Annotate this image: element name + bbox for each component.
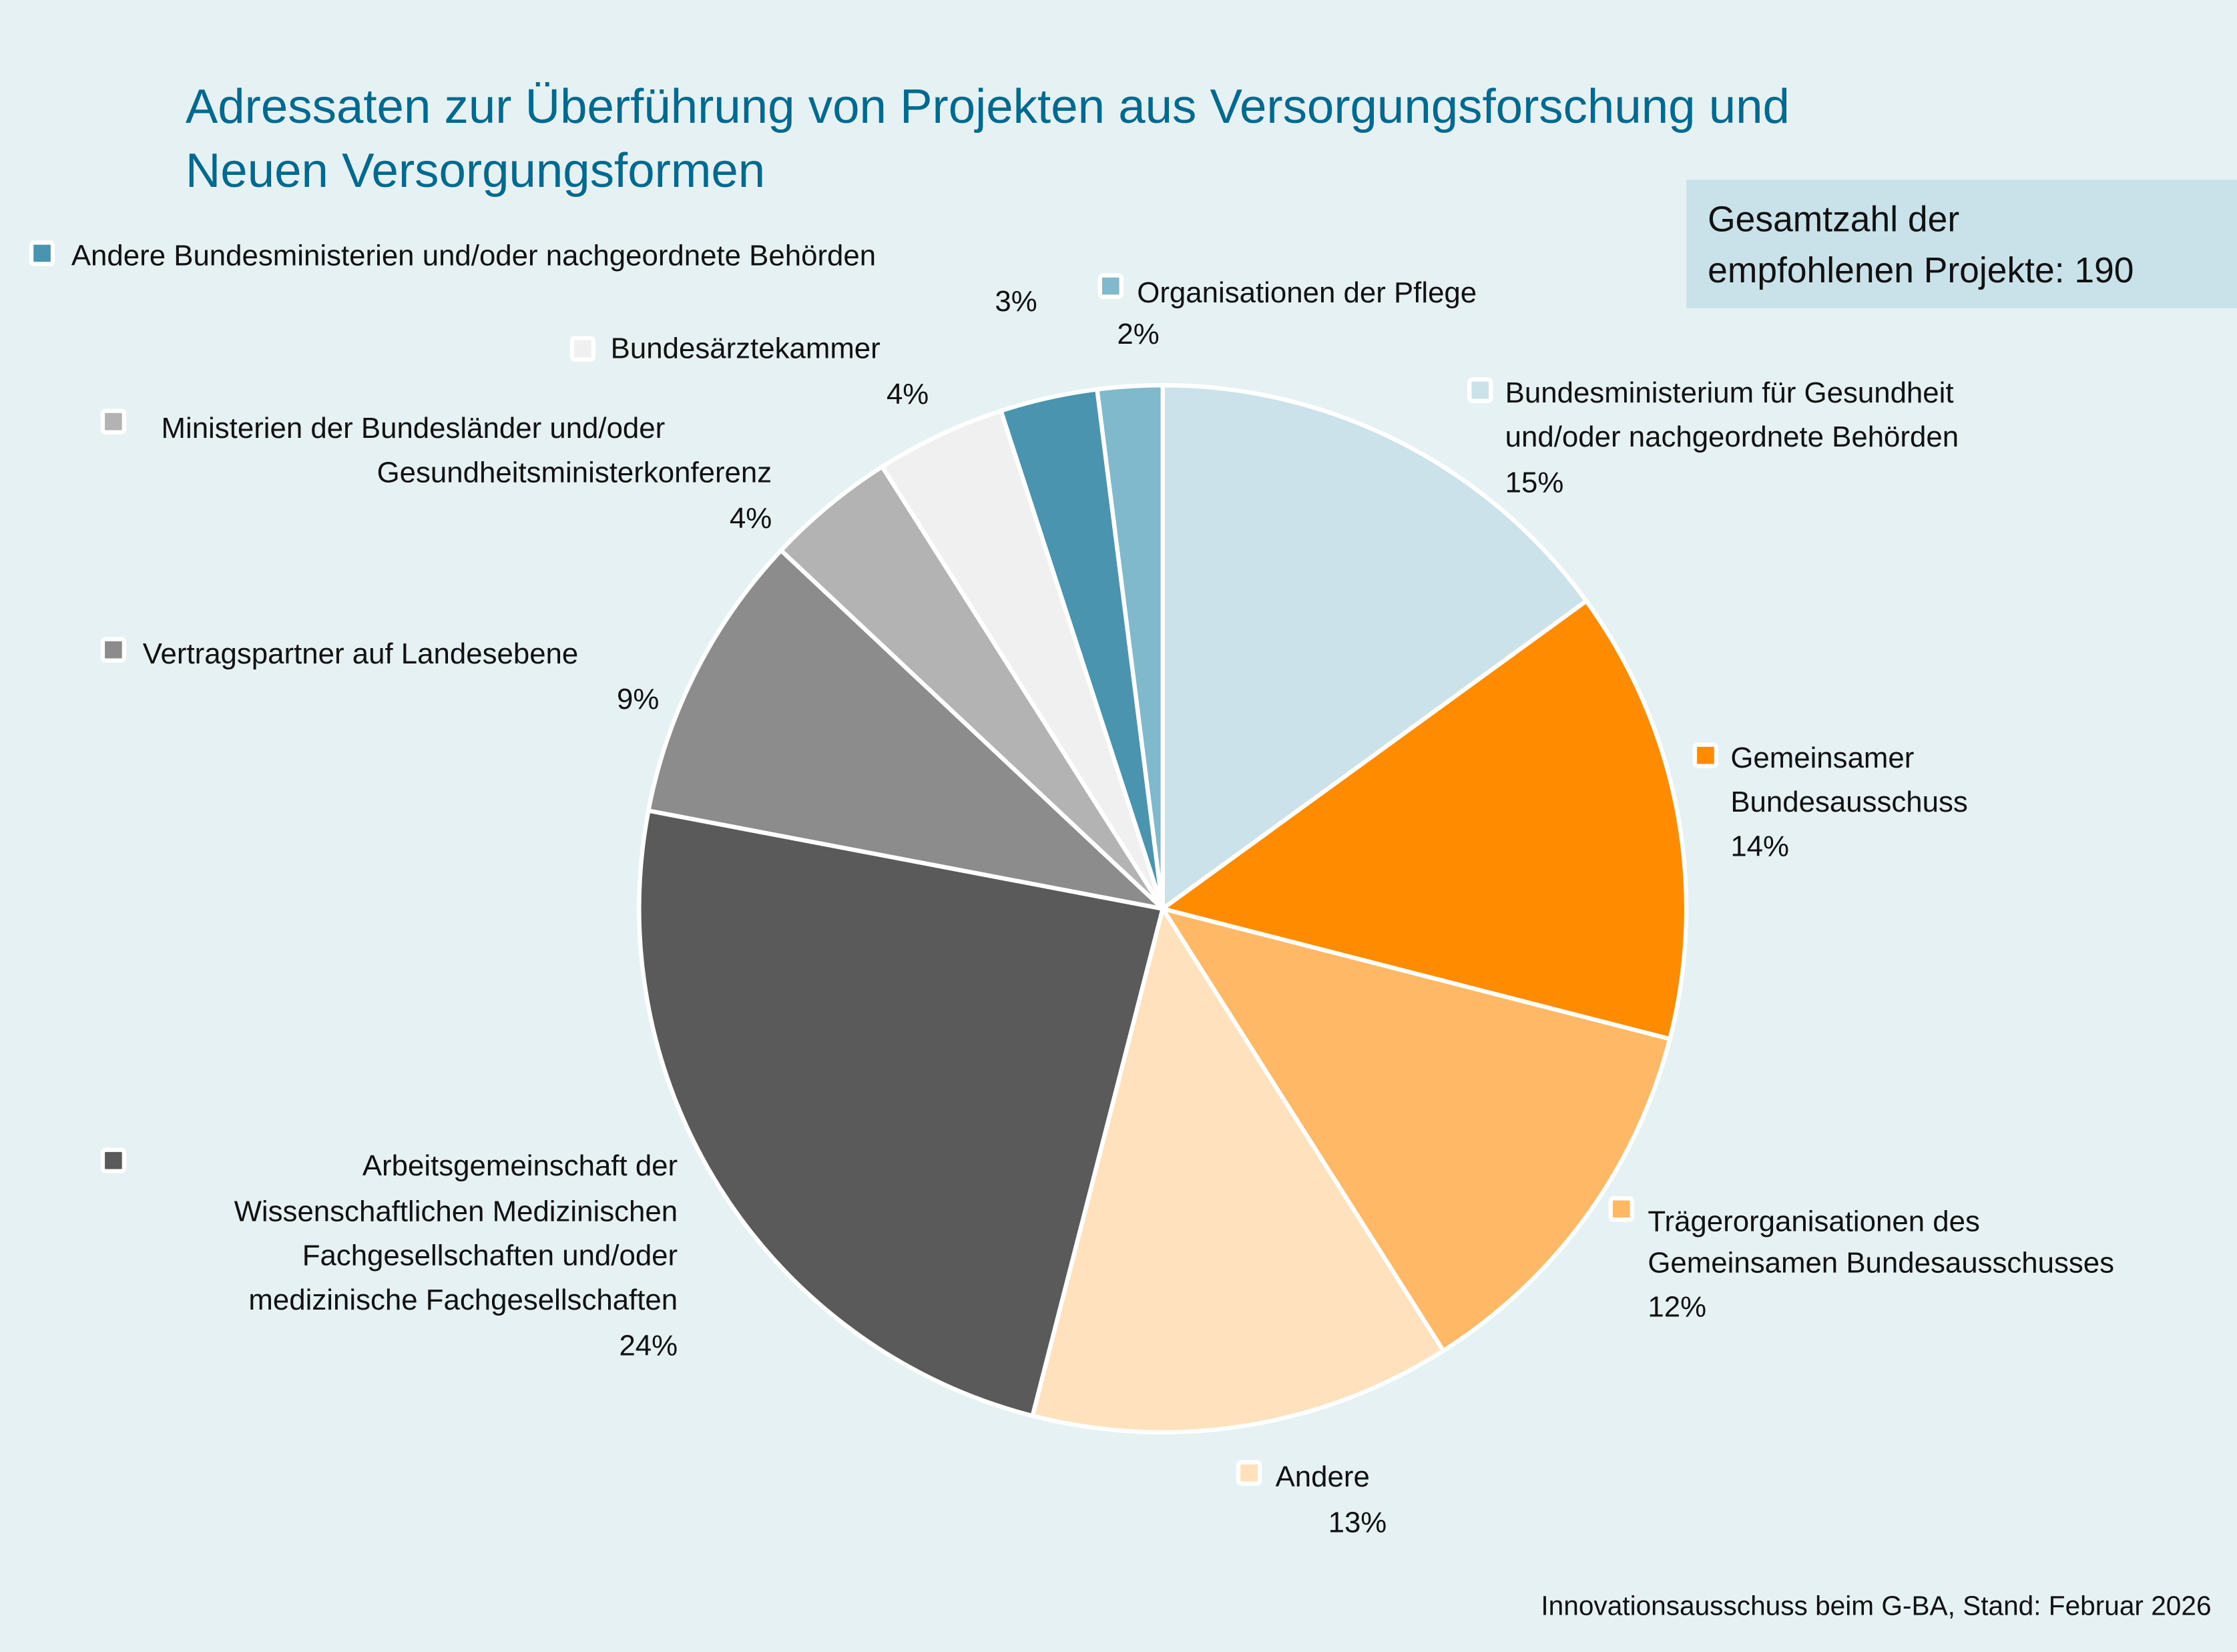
slice-label: Gemeinsamer — [1730, 742, 1914, 774]
legend-marker — [100, 408, 127, 435]
legend-marker — [1608, 1196, 1635, 1222]
slice-percent-label: 3% — [995, 285, 1037, 318]
legend-marker — [100, 1147, 127, 1173]
slice-percent-label: 4% — [887, 378, 929, 410]
legend-marker — [100, 637, 127, 663]
total-box-line-1: Gesamtzahl der — [1708, 200, 1959, 239]
slice-label: Organisationen der Pflege — [1137, 276, 1477, 309]
legend-marker — [1467, 377, 1493, 403]
slice-label: Bundesausschuss — [1730, 786, 1967, 818]
slice-label: Arbeitsgemeinschaft der — [362, 1149, 678, 1182]
legend-marker — [569, 336, 596, 362]
slice-label: Vertragspartner auf Landesebene — [143, 637, 579, 670]
slice-label: Wissenschaftlichen Medizinischen — [234, 1195, 678, 1227]
slice-percent-label: 2% — [1117, 318, 1159, 350]
slice-label: Ministerien der Bundesländer und/oder — [161, 412, 665, 445]
legend-marker — [29, 240, 55, 266]
slice-percent-label: 12% — [1648, 1291, 1706, 1324]
slice-percent-label: 14% — [1730, 830, 1789, 862]
pie-slice — [1158, 597, 1689, 1042]
legend-marker — [1236, 1460, 1262, 1486]
slice-percent-label: 24% — [619, 1329, 678, 1362]
slice-label: Gemeinsamen Bundesausschusses — [1648, 1246, 2114, 1279]
slice-label: und/oder nachgeordnete Behörden — [1505, 421, 1959, 453]
slice-label: medizinische Fachgesellschaften — [248, 1284, 678, 1316]
slice-percent-label: 4% — [730, 502, 772, 535]
slice-label: Andere Bundesministerien und/oder nachge… — [71, 240, 876, 272]
legend-marker — [1097, 273, 1124, 299]
pie-slice — [879, 408, 1165, 910]
pie-slice — [778, 463, 1165, 910]
slice-percent-label: 15% — [1505, 466, 1564, 499]
pie-slice — [646, 547, 1170, 912]
pie-slice — [1094, 382, 1165, 909]
slice-label: Bundesministerium für Gesundheit — [1505, 376, 1954, 409]
slice-percent-label: 9% — [617, 683, 659, 716]
total-box — [1686, 180, 2237, 308]
legend-marker — [1692, 742, 1719, 768]
pie-slice — [1160, 382, 1589, 913]
slice-label: Bundesärztekammer — [611, 332, 881, 365]
total-box-line-2: empfohlenen Projekte: 190 — [1708, 251, 2134, 290]
pie-slice — [1158, 905, 1673, 1354]
chart-title-line-2: Neuen Versorgungsformen — [186, 144, 765, 198]
source-note: Innovationsausschuss beim G-BA, Stand: F… — [1541, 1590, 2211, 1621]
pie-slice — [1029, 903, 1447, 1434]
chart-title-line-1: Adressaten zur Überführung von Projekten… — [186, 79, 1790, 133]
pie-slice — [637, 808, 1166, 1419]
slice-label: Gesundheitsministerkonferenz — [377, 456, 772, 489]
slice-percent-label: 13% — [1328, 1506, 1387, 1539]
slice-label: Andere — [1276, 1460, 1370, 1493]
slice-label: Fachgesellschaften und/oder — [302, 1240, 678, 1272]
slice-label: Trägerorganisationen des — [1648, 1205, 1979, 1237]
